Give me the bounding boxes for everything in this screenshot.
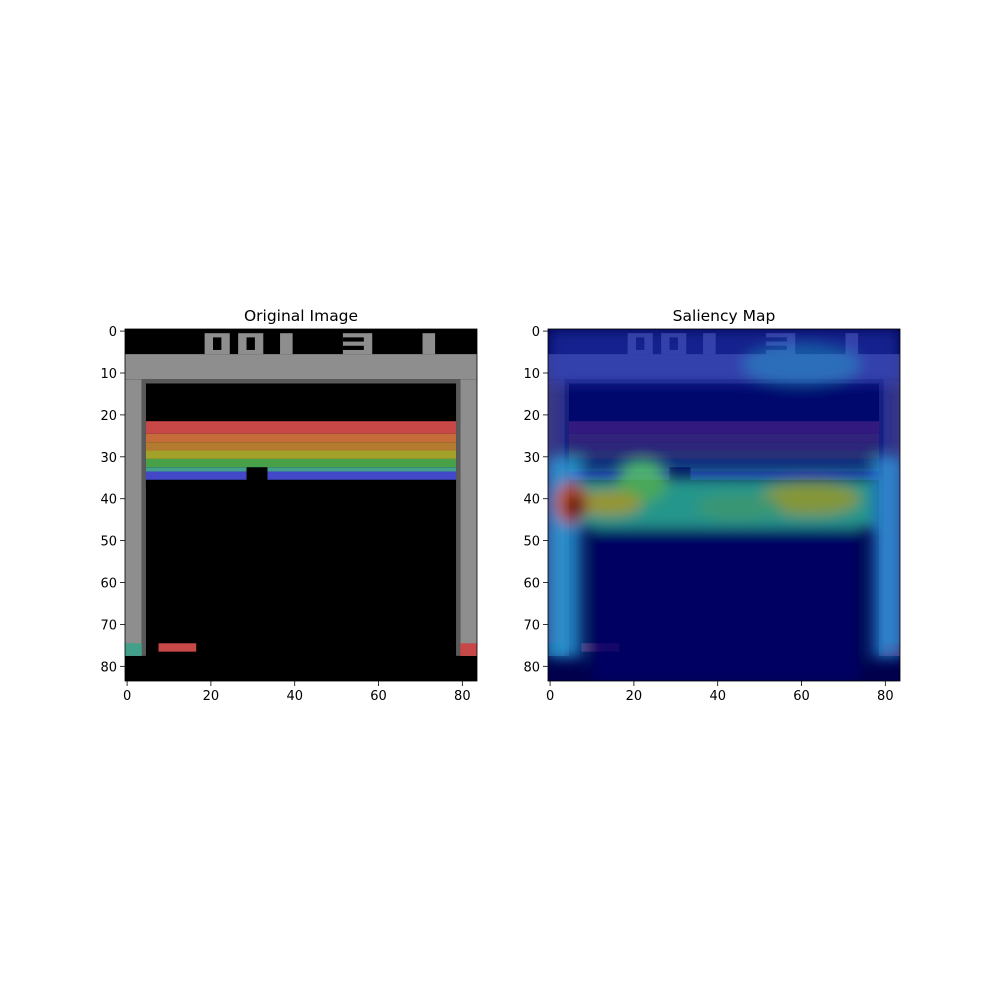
y-tick-label: 60 bbox=[523, 577, 540, 592]
x-tick-label: 80 bbox=[877, 689, 894, 704]
axes-frame bbox=[547, 328, 901, 682]
heat-region bbox=[872, 456, 900, 658]
saliency-overlay bbox=[548, 329, 900, 682]
left-wall bbox=[125, 379, 142, 656]
y-tick-label: 10 bbox=[523, 367, 540, 382]
score-digit bbox=[280, 333, 293, 355]
x-tick-label: 20 bbox=[203, 689, 220, 704]
brick-row bbox=[145, 421, 457, 434]
score-digit bbox=[342, 345, 364, 350]
y-tick-label: 0 bbox=[109, 325, 117, 340]
y-tick-label: 10 bbox=[100, 367, 117, 382]
heat-region bbox=[742, 343, 861, 386]
background bbox=[125, 329, 478, 681]
y-tick-label: 20 bbox=[100, 409, 117, 424]
axes-title: Saliency Map bbox=[673, 307, 776, 325]
heat-region bbox=[696, 494, 781, 520]
heat-region bbox=[566, 496, 584, 518]
x-tick-label: 40 bbox=[709, 689, 726, 704]
y-tick-label: 80 bbox=[100, 660, 117, 675]
right-wall bbox=[460, 379, 478, 656]
heat-region bbox=[562, 381, 890, 474]
brick-row bbox=[145, 471, 457, 480]
y-tick-label: 30 bbox=[100, 451, 117, 466]
image bbox=[548, 329, 900, 682]
brick-row bbox=[145, 467, 457, 472]
wall-edge bbox=[456, 379, 461, 656]
y-tick-label: 80 bbox=[523, 660, 540, 675]
top-wall bbox=[125, 354, 478, 380]
brick-row bbox=[145, 458, 457, 468]
paddle bbox=[158, 643, 197, 652]
axes-frame bbox=[124, 328, 478, 682]
y-tick-label: 70 bbox=[523, 618, 540, 633]
axes: Original Image 0 20 40 60 80 0 10 20 30 40 50 60 70 80 bbox=[100, 307, 478, 704]
x-tick-label: 80 bbox=[454, 689, 471, 704]
x-tick-label: 60 bbox=[370, 689, 387, 704]
play-area bbox=[145, 479, 457, 489]
y-tick-label: 0 bbox=[532, 325, 540, 340]
heat-blobs bbox=[548, 329, 900, 682]
heat-region bbox=[617, 461, 668, 503]
x-tick-label: 60 bbox=[793, 689, 810, 704]
y-tick-label: 30 bbox=[523, 451, 540, 466]
corner-mark bbox=[460, 643, 478, 656]
x-tick-label: 0 bbox=[123, 689, 131, 704]
y-tick-label: 20 bbox=[523, 409, 540, 424]
brick-row bbox=[145, 433, 457, 443]
y-tick-label: 70 bbox=[100, 618, 117, 633]
x-tick-label: 20 bbox=[626, 689, 643, 704]
corner-mark bbox=[125, 643, 142, 656]
axes-title: Original Image bbox=[244, 307, 358, 325]
wall-edge bbox=[141, 379, 146, 656]
score-digit bbox=[342, 337, 364, 342]
y-tick-label: 50 bbox=[523, 535, 540, 550]
x-tick-label: 0 bbox=[546, 689, 554, 704]
score-digit bbox=[342, 333, 373, 355]
axes: Saliency Map 0 20 40 60 80 0 10 20 30 40 50 60 70 80 bbox=[523, 307, 901, 704]
score-digit bbox=[213, 337, 222, 350]
x-tick-label: 40 bbox=[286, 689, 303, 704]
image bbox=[125, 329, 478, 681]
heat-region bbox=[575, 490, 643, 516]
heat-region bbox=[592, 528, 861, 682]
score-digit bbox=[246, 337, 255, 350]
wall-edge bbox=[141, 379, 461, 384]
y-tick-label: 40 bbox=[523, 493, 540, 508]
brick-row bbox=[145, 442, 457, 451]
y-tick-label: 50 bbox=[100, 535, 117, 550]
brick-row bbox=[145, 450, 457, 459]
heat-region bbox=[759, 481, 861, 516]
score-digit bbox=[422, 333, 436, 355]
y-tick-label: 60 bbox=[100, 577, 117, 592]
y-tick-label: 40 bbox=[100, 493, 117, 508]
